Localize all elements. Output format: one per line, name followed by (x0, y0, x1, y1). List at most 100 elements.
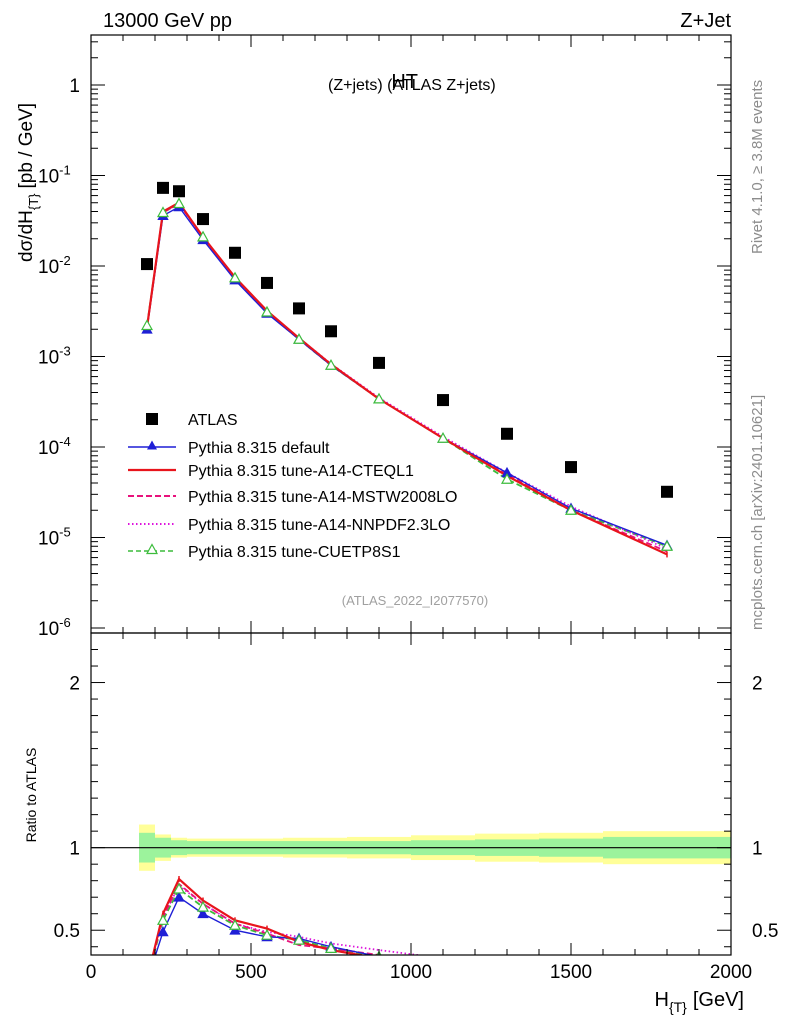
series-marker-ratio (173, 891, 185, 902)
legend-entry-cuetp8s1: Pythia 8.315 tune-CUETP8S1 (128, 543, 401, 561)
series-marker-ratio (502, 965, 512, 974)
ratio-plot-area (91, 824, 731, 985)
series-marker-ratio (157, 926, 169, 937)
x-axis-label-unit: [GeV] (693, 989, 744, 1011)
series-marker-ratio (142, 975, 152, 984)
series-marker-main (436, 431, 450, 443)
ratio-tick-label-right: 2 (752, 674, 763, 695)
ratio-tick-label: 1 (69, 839, 80, 860)
header-right-label: Z+Jet (680, 10, 731, 32)
chart-title-main: HT (391, 71, 418, 93)
data-point-atlas (157, 181, 169, 194)
series-marker-ratio (260, 928, 274, 940)
ratio-tick-label: 2 (69, 674, 80, 695)
series-marker-main (564, 504, 578, 515)
main-y-tick-labels: 10-6 10-5 10-4 10-3 10-2 10-1 1 (38, 76, 80, 640)
data-point-atlas (373, 356, 385, 369)
ratio-tick-label: 0.5 (54, 921, 80, 942)
ratio-tick-label-right: 0.5 (752, 921, 778, 942)
main-axis-ticks (90, 35, 732, 633)
series-marker-ratio (172, 882, 186, 894)
ratio-frame (90, 632, 732, 956)
y-axis-label-sub: {T} (26, 193, 41, 210)
y-axis-label-unit: [pb / GeV] (16, 103, 37, 189)
legend-label-cuetp8s1: Pythia 8.315 tune-CUETP8S1 (188, 544, 401, 561)
ratio-axis-ticks (90, 632, 732, 955)
x-tick-label: 1000 (390, 962, 432, 983)
series-marker-main (324, 359, 338, 370)
y-tick-label: 10-5 (38, 525, 71, 550)
legend-label-mstw: Pythia 8.315 tune-A14-MSTW2008LO (188, 489, 457, 506)
data-point-atlas (229, 246, 241, 259)
y-tick-label: 10-3 (38, 344, 71, 369)
series-marker-main (140, 319, 154, 331)
ratio-y-axis-label: Ratio to ATLAS (23, 748, 39, 843)
legend-label-cteql1: Pythia 8.315 tune-A14-CTEQL1 (188, 463, 414, 480)
series-marker-main (228, 271, 242, 283)
legend-entry-cteql1: Pythia 8.315 tune-A14-CTEQL1 (128, 463, 414, 480)
series-marker-ratio (662, 973, 672, 982)
rivet-version-label: Rivet 4.1.0, ≥ 3.8M events (749, 80, 766, 254)
series-marker-ratio (197, 907, 209, 919)
legend-marker-default (147, 440, 157, 450)
legend-entry-mstw: Pythia 8.315 tune-A14-MSTW2008LO (128, 489, 457, 506)
y-tick-label: 10-4 (38, 434, 71, 459)
data-point-atlas (293, 302, 305, 315)
x-tick-labels: 0 500 1000 1500 2000 (86, 962, 752, 983)
x-axis-label-sub: {T} (669, 999, 687, 1015)
header-left-label: 13000 GeV pp (103, 10, 232, 32)
series-marker-main (260, 305, 274, 317)
series-marker-ratio (142, 976, 152, 985)
data-point-atlas (141, 258, 153, 271)
data-point-atlas (197, 213, 209, 226)
data-point-atlas (565, 461, 577, 474)
main-panel: 10-6 10-5 10-4 10-3 10-2 10-1 1 HT (Z+jets) (A… (38, 34, 732, 640)
y-tick-label: 10-6 (38, 615, 71, 640)
y-tick-label: 10-2 (38, 253, 71, 278)
x-tick-label: 500 (235, 962, 267, 983)
legend-label-data: ATLAS (188, 412, 238, 429)
series-marker-main (292, 333, 306, 344)
series-marker-main (660, 540, 674, 551)
series-marker-ratio (324, 942, 338, 953)
chart-title-sub: (Z+jets) (ATLAS Z+jets) (328, 77, 496, 94)
main-plot-area (140, 181, 674, 558)
y-tick-label: 1 (69, 76, 80, 97)
legend-marker-data (146, 413, 158, 425)
data-point-atlas (437, 394, 449, 407)
ratio-tick-labels: 0.5 0.5 1 1 2 2 (54, 674, 779, 943)
series-marker-ratio (502, 967, 512, 976)
data-point-atlas (261, 276, 273, 289)
data-point-atlas (173, 185, 185, 198)
data-point-atlas (661, 485, 673, 498)
series-marker-ratio (662, 975, 672, 984)
analysis-label: (ATLAS_2022_I2077570) (342, 593, 488, 608)
data-point-atlas (325, 325, 337, 338)
series-marker-main (372, 392, 386, 404)
legend-entry-default: Pythia 8.315 default (128, 440, 330, 457)
x-axis-label: H{T} [GeV] (655, 989, 745, 1015)
ratio-tick-label-right: 1 (752, 839, 763, 860)
x-tick-label: 1500 (550, 962, 592, 983)
series-marker-main (172, 197, 186, 209)
series-marker-main (156, 206, 170, 218)
series-marker-main (196, 230, 210, 242)
y-tick-label: 10-1 (38, 163, 71, 188)
legend-entry-nnpdf: Pythia 8.315 tune-A14-NNPDF2.3LO (128, 517, 450, 534)
legend-label-default: Pythia 8.315 default (188, 440, 330, 457)
series-marker-main (500, 473, 514, 484)
data-point-atlas (501, 427, 513, 440)
x-axis-label-main: H (655, 989, 669, 1011)
series-marker-ratio (228, 919, 242, 930)
legend-entry-data: ATLAS (146, 412, 238, 429)
series-marker-ratio (438, 960, 448, 969)
x-tick-label: 0 (86, 962, 97, 983)
series-marker-ratio (196, 900, 210, 912)
series-marker-ratio (292, 933, 306, 945)
main-y-axis-label: dσ/dH{T} [pb / GeV] (16, 103, 41, 262)
series-marker-ratio (156, 914, 170, 925)
y-axis-label-main: dσ/dH (16, 210, 37, 262)
mcplots-label: mcplots.cern.ch [arXiv:2401.10621] (749, 395, 766, 630)
main-frame (90, 34, 732, 634)
x-tick-label: 2000 (710, 962, 752, 983)
